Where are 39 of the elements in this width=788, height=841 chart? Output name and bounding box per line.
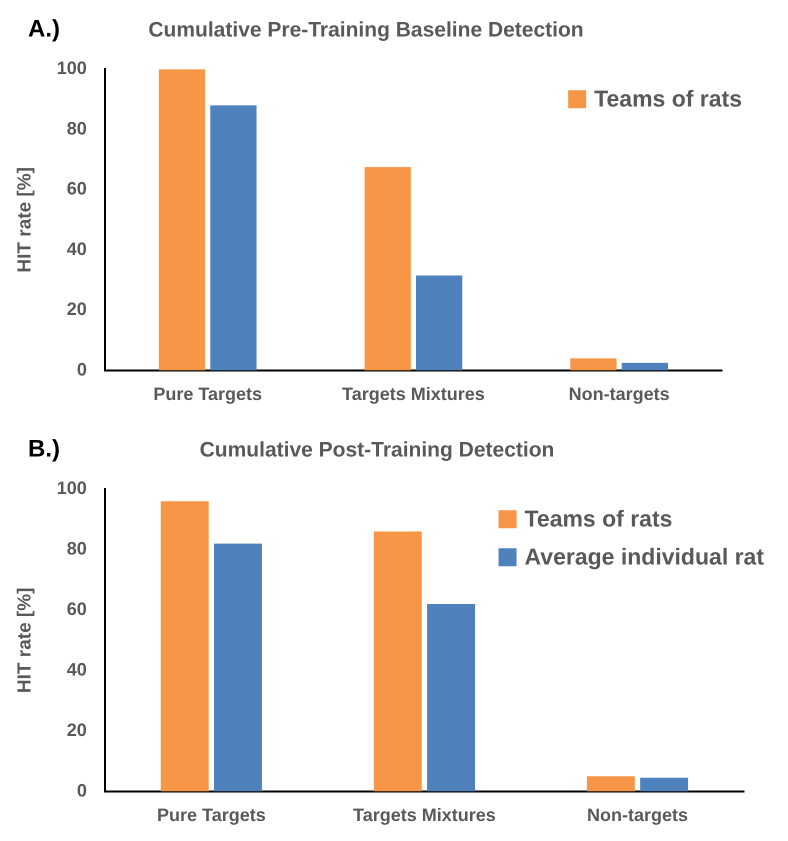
bar: [214, 544, 262, 792]
x-tick-label: Non-targets: [586, 805, 688, 826]
y-tick-label: 20: [66, 720, 87, 740]
bar: [416, 276, 462, 370]
y-tick-label: 40: [66, 238, 87, 259]
y-tick-label: 40: [66, 659, 87, 680]
y-axis-title: HIT rate [%]: [14, 167, 36, 273]
bar: [374, 532, 422, 792]
y-tick-label: 60: [66, 178, 87, 199]
bar: [364, 167, 411, 370]
y-tick-label: 80: [66, 538, 87, 559]
bar: [640, 778, 688, 792]
y-tick-label: 60: [66, 599, 87, 620]
x-tick-label: Targets Mixtures: [342, 384, 485, 404]
legend-label: Average individual rat: [524, 544, 764, 570]
bar: [158, 69, 206, 370]
bar: [427, 604, 476, 792]
bar: [622, 362, 668, 370]
chart-title: Cumulative Pre-Training Baseline Detection: [148, 18, 584, 42]
bar: [570, 358, 617, 370]
x-tick-label: Pure Targets: [157, 805, 266, 826]
x-tick-label: Non-targets: [568, 384, 670, 404]
chart-title: Cumulative Post-Training Detection: [200, 438, 554, 462]
y-axis-title: HIT rate [%]: [14, 588, 36, 694]
y-tick-label: 100: [56, 478, 87, 498]
legend-label: Teams of rats: [524, 506, 672, 532]
text: B.): [28, 436, 60, 463]
x-tick-label: Targets Mixtures: [353, 805, 496, 826]
bar: [160, 501, 209, 792]
bar: [586, 776, 635, 792]
y-tick-label: 80: [66, 118, 87, 138]
legend-label: Teams of rats: [594, 86, 742, 112]
y-tick-label: 20: [66, 299, 87, 320]
text: A.): [28, 16, 60, 43]
x-tick-label: Pure Targets: [153, 384, 262, 404]
y-tick-label: 0: [76, 359, 87, 380]
y-tick-label: 100: [56, 58, 87, 78]
y-tick-label: 0: [76, 780, 87, 800]
bar: [210, 105, 257, 370]
